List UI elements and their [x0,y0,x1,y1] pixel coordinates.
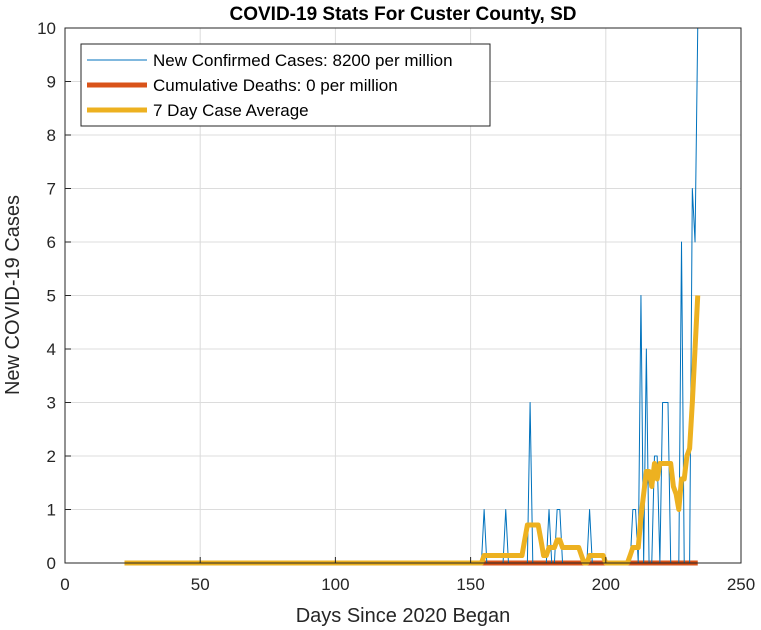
y-tick-label: 8 [47,126,56,145]
y-tick-label: 7 [47,180,56,199]
ticks: 0 50 100 150 200 250 0 1 2 3 4 5 6 7 8 9 10 [37,19,755,594]
series-7-day-average [124,295,701,566]
legend-box [80,43,491,127]
y-axis-label: New COVID-19 Cases [2,195,24,395]
y-tick-label: 0 [47,554,56,573]
x-tick-label: 200 [592,575,620,594]
legend-label-7day-average: 7 Day Case Average [153,101,309,120]
y-tick-label: 9 [47,73,56,92]
y-tick-label: 6 [47,233,56,252]
x-tick-label: 150 [456,575,484,594]
y-tick-label: 5 [47,287,56,306]
legend: New Confirmed Cases: 8200 per million Cu… [80,43,491,127]
chart-title: COVID-19 Stats For Custer County, SD [230,4,577,25]
y-tick-label: 4 [47,340,56,359]
x-tick-label: 100 [321,575,349,594]
legend-label-new-cases: New Confirmed Cases: 8200 per million [153,51,453,70]
x-axis-label: Days Since 2020 Began [296,605,511,627]
legend-label-deaths: Cumulative Deaths: 0 per million [153,76,398,95]
x-tick-label: 250 [727,575,755,594]
y-tick-label: 10 [37,19,56,38]
x-tick-label: 50 [191,575,210,594]
y-tick-label: 2 [47,447,56,466]
x-tick-label: 0 [60,575,69,594]
y-tick-label: 1 [47,501,56,520]
y-tick-label: 3 [47,394,56,413]
